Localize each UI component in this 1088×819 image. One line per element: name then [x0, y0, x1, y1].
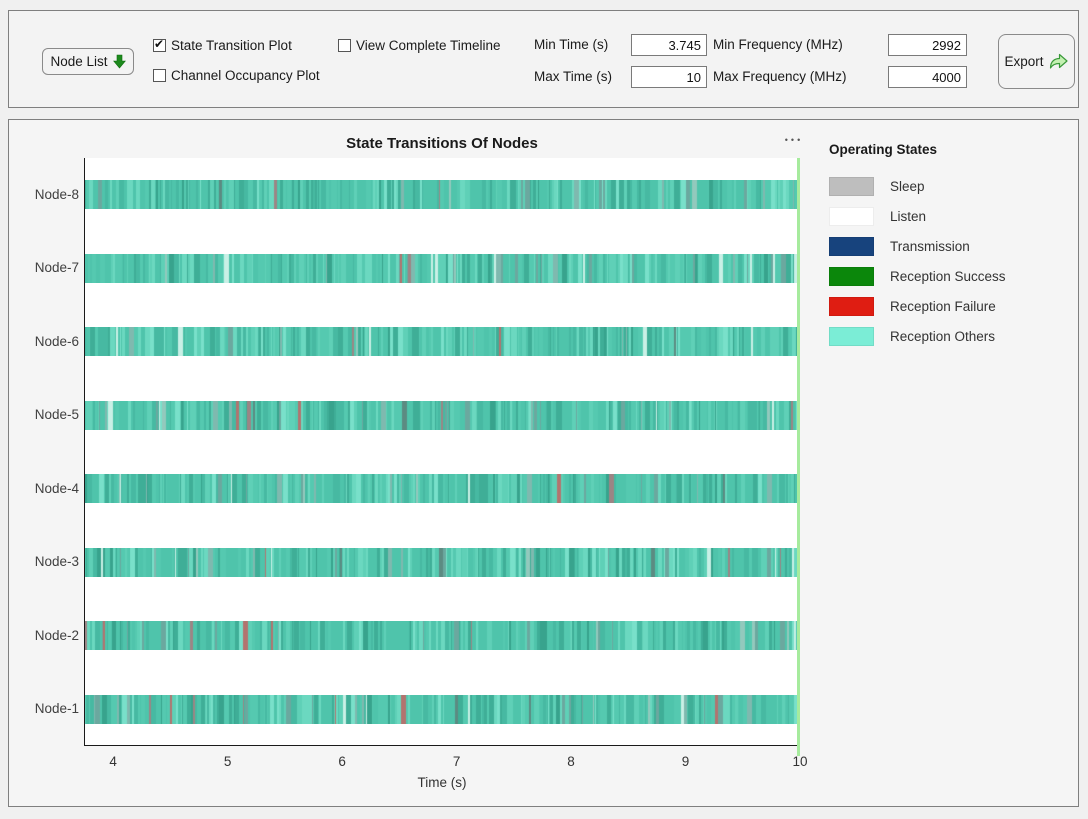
state-transition-bar: [85, 547, 798, 577]
node-list-button[interactable]: Node List: [42, 48, 134, 75]
node-label: Node-3: [34, 554, 79, 570]
x-tick-label: 10: [792, 754, 808, 769]
node-label: Node-4: [34, 480, 79, 496]
legend-swatch: [829, 206, 874, 226]
state-transition-bar: [85, 474, 798, 504]
state-transition-bar: [85, 400, 798, 430]
legend-label: Listen: [890, 208, 927, 224]
min-time-input[interactable]: [631, 34, 707, 56]
toolbar-panel: Node List State Transition Plot Channel …: [8, 10, 1079, 108]
chart-title: State Transitions Of Nodes: [346, 135, 538, 152]
dropdown-arrow-icon: [112, 54, 126, 69]
legend-swatch: [829, 326, 874, 346]
x-tick-label: 9: [681, 754, 690, 769]
state-transition-bar: [85, 180, 798, 210]
legend-label: Reception Others: [890, 328, 996, 344]
node-label: Node-6: [34, 333, 79, 349]
max-frequency-label: Max Frequency (MHz): [713, 69, 847, 84]
legend-label: Sleep: [890, 178, 925, 194]
legend-item: Listen: [829, 201, 1069, 231]
checkbox-label: State Transition Plot: [171, 38, 292, 53]
export-button[interactable]: Export: [998, 34, 1075, 89]
export-icon: [1049, 53, 1068, 69]
legend-swatch: [829, 236, 874, 256]
node-label: Node-7: [34, 260, 79, 276]
legend-item: Reception Others: [829, 321, 1069, 351]
x-tick-label: 6: [338, 754, 346, 769]
legend-item: Reception Success: [829, 261, 1069, 291]
state-transition-bar: [85, 621, 798, 651]
legend-swatch: [829, 266, 874, 286]
legend-swatch: [829, 296, 874, 316]
plot-area: [84, 158, 800, 756]
x-tick-label: 8: [567, 754, 575, 769]
min-frequency-label: Min Frequency (MHz): [713, 37, 843, 52]
state-transition-bar: [85, 253, 798, 283]
legend-label: Reception Failure: [890, 298, 996, 314]
x-axis-label: Time (s): [417, 775, 467, 790]
node-label: Node-8: [34, 186, 79, 202]
legend-title: Operating States: [829, 142, 938, 157]
min-time-label: Min Time (s): [534, 37, 609, 52]
legend-label: Transmission: [890, 238, 970, 254]
legend-label: Reception Success: [890, 268, 1006, 284]
checkbox-label: View Complete Timeline: [356, 38, 501, 53]
legend: Operating States Sleep Listen Transmission…: [829, 142, 1069, 351]
checkbox-box: [338, 39, 351, 52]
checkbox-view-complete-timeline[interactable]: View Complete Timeline: [338, 38, 501, 53]
time-cursor-line: [797, 158, 800, 756]
legend-item: Reception Failure: [829, 291, 1069, 321]
state-transition-bar: [85, 694, 798, 724]
state-transition-bar: [85, 327, 798, 357]
axes-menu-button[interactable]: •••: [784, 135, 804, 145]
checkbox-box: [153, 69, 166, 82]
checkbox-box: [153, 37, 166, 52]
checkbox-label: Channel Occupancy Plot: [171, 68, 320, 83]
max-time-input[interactable]: [631, 66, 707, 88]
max-time-label: Max Time (s): [534, 69, 613, 84]
legend-swatch: [829, 176, 874, 196]
node-list-label: Node List: [50, 54, 108, 69]
legend-item: Transmission: [829, 231, 1069, 261]
checkbox-state-transition-plot[interactable]: State Transition Plot: [153, 37, 292, 53]
legend-items: Sleep Listen Transmission Reception Success…: [829, 171, 1069, 351]
x-tick-label: 4: [109, 754, 117, 769]
node-label: Node-2: [34, 627, 79, 643]
x-tick-label: 7: [452, 754, 461, 769]
checkbox-channel-occupancy-plot[interactable]: Channel Occupancy Plot: [153, 68, 320, 83]
max-frequency-input[interactable]: [888, 66, 967, 88]
legend-item: Sleep: [829, 171, 1069, 201]
node-label: Node-5: [34, 407, 79, 423]
x-tick-label: 5: [223, 754, 232, 769]
export-label: Export: [1004, 54, 1044, 69]
chart-panel: State Transitions Of Nodes ••• Node-8 Nod…: [8, 119, 1079, 807]
node-label: Node-1: [34, 701, 79, 717]
min-frequency-input[interactable]: [888, 34, 967, 56]
